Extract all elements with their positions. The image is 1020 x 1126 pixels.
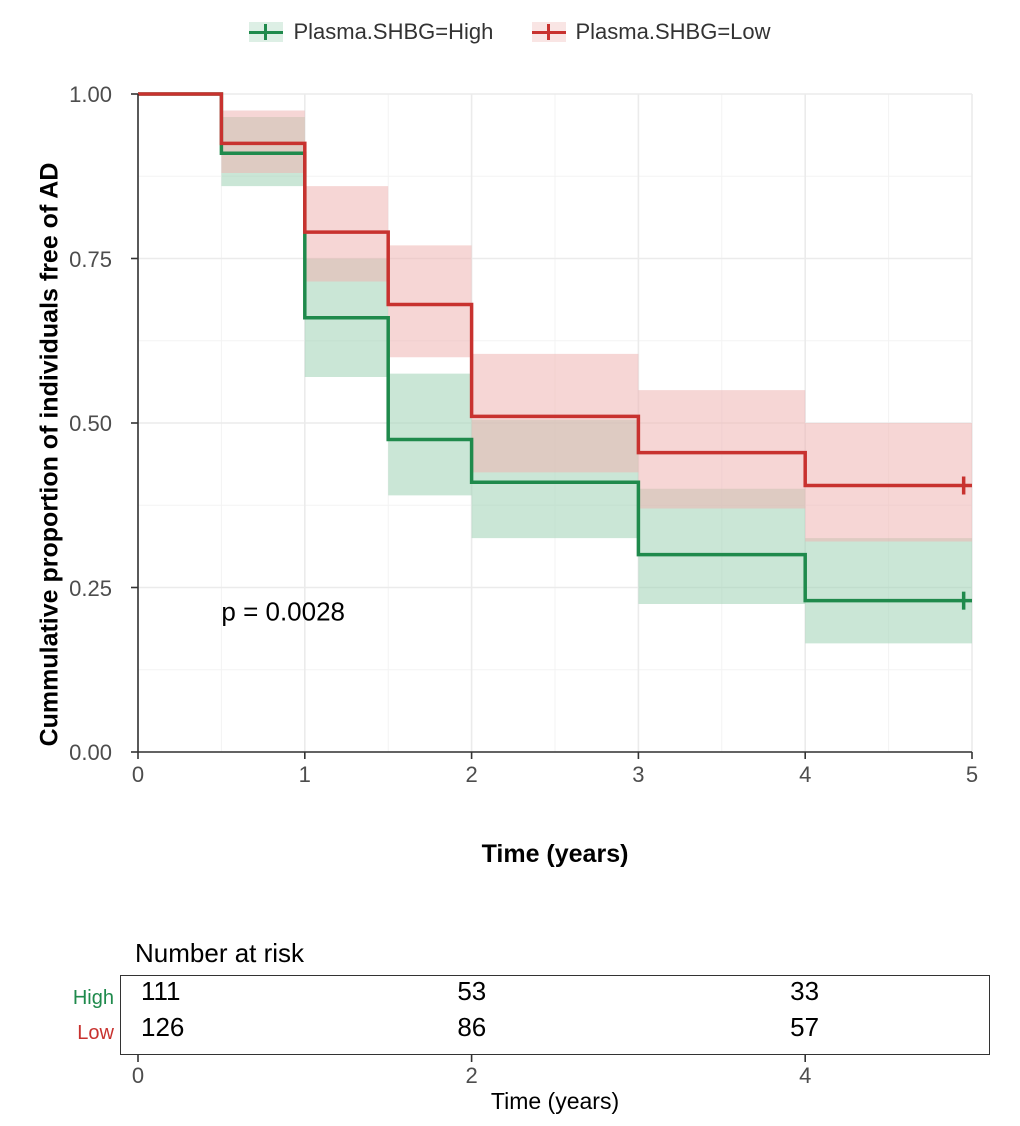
risk-row-label-high: High [62,987,114,1010]
svg-text:2: 2 [465,762,477,787]
svg-text:57: 57 [790,1012,819,1042]
svg-text:4: 4 [799,1063,811,1088]
risk-row-label-low: Low [62,1022,114,1045]
svg-text:111: 111 [141,976,181,1006]
y-tick-label: 0.25 [58,576,112,602]
y-axis-label-wrap: Cummulative proportion of individuals fr… [30,70,54,830]
svg-text:0: 0 [132,762,144,787]
risk-x-axis: 0 2 4 [120,1055,990,1091]
svg-text:5: 5 [966,762,978,787]
legend-swatch-high [249,18,283,46]
legend-item-low: Plasma.SHBG=Low [532,18,771,46]
x-axis-label: Time (years) [120,840,990,869]
km-svg: 0 1 2 3 4 5 p = 0.0028 [120,80,990,800]
risk-x-axis-label: Time (years) [120,1088,990,1115]
svg-text:33: 33 [790,976,819,1006]
legend-swatch-low [532,18,566,46]
km-figure: Plasma.SHBG=High Plasma.SHBG=Low Cummula… [0,0,1020,1126]
svg-text:86: 86 [457,1012,486,1042]
legend-label: Plasma.SHBG=Low [576,19,771,45]
y-tick-label: 1.00 [58,82,112,108]
risk-table-title: Number at risk [135,938,304,969]
legend-item-high: Plasma.SHBG=High [249,18,493,46]
risk-table: 111 53 33 126 86 57 [120,975,990,1055]
y-tick-label: 0.50 [58,411,112,437]
svg-text:0: 0 [132,1063,144,1088]
svg-text:3: 3 [632,762,644,787]
svg-text:53: 53 [457,976,486,1006]
legend: Plasma.SHBG=High Plasma.SHBG=Low [0,18,1020,52]
km-plot: 0 1 2 3 4 5 p = 0.0028 [120,80,990,800]
risk-x-axis-svg: 0 2 4 [120,1055,990,1091]
svg-text:126: 126 [141,1012,184,1042]
svg-text:2: 2 [465,1063,477,1088]
y-axis-label: Cummulative proportion of individuals fr… [36,75,65,835]
y-tick-label: 0.00 [58,740,112,766]
svg-text:4: 4 [799,762,811,787]
y-tick-label: 0.75 [58,247,112,273]
risk-table-svg: 111 53 33 126 86 57 [121,976,989,1054]
svg-text:1: 1 [299,762,311,787]
legend-label: Plasma.SHBG=High [293,19,493,45]
svg-text:p = 0.0028: p = 0.0028 [221,596,345,626]
